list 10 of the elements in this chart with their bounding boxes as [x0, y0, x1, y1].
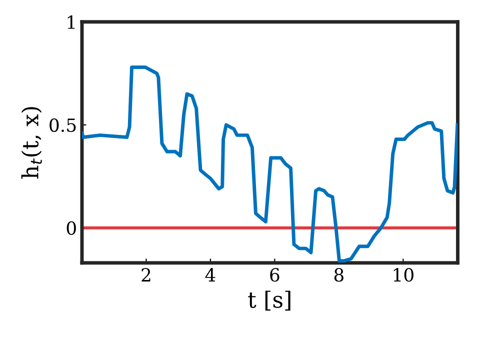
- y-tick-label: 0: [66, 221, 76, 235]
- y-tick-label: 1: [68, 15, 75, 29]
- x-tick-label: 10: [394, 268, 414, 282]
- x-tick-label: 4: [205, 268, 216, 282]
- x-tick-label: 2: [142, 268, 150, 282]
- x-tick-label: 8: [334, 268, 344, 282]
- x-tick-label: 6: [270, 268, 280, 282]
- y-tick-label: 0.5: [50, 118, 76, 132]
- y-axis-title: h$_{t}$(t, x): [21, 107, 42, 179]
- x-axis-title: t [s]: [248, 290, 290, 311]
